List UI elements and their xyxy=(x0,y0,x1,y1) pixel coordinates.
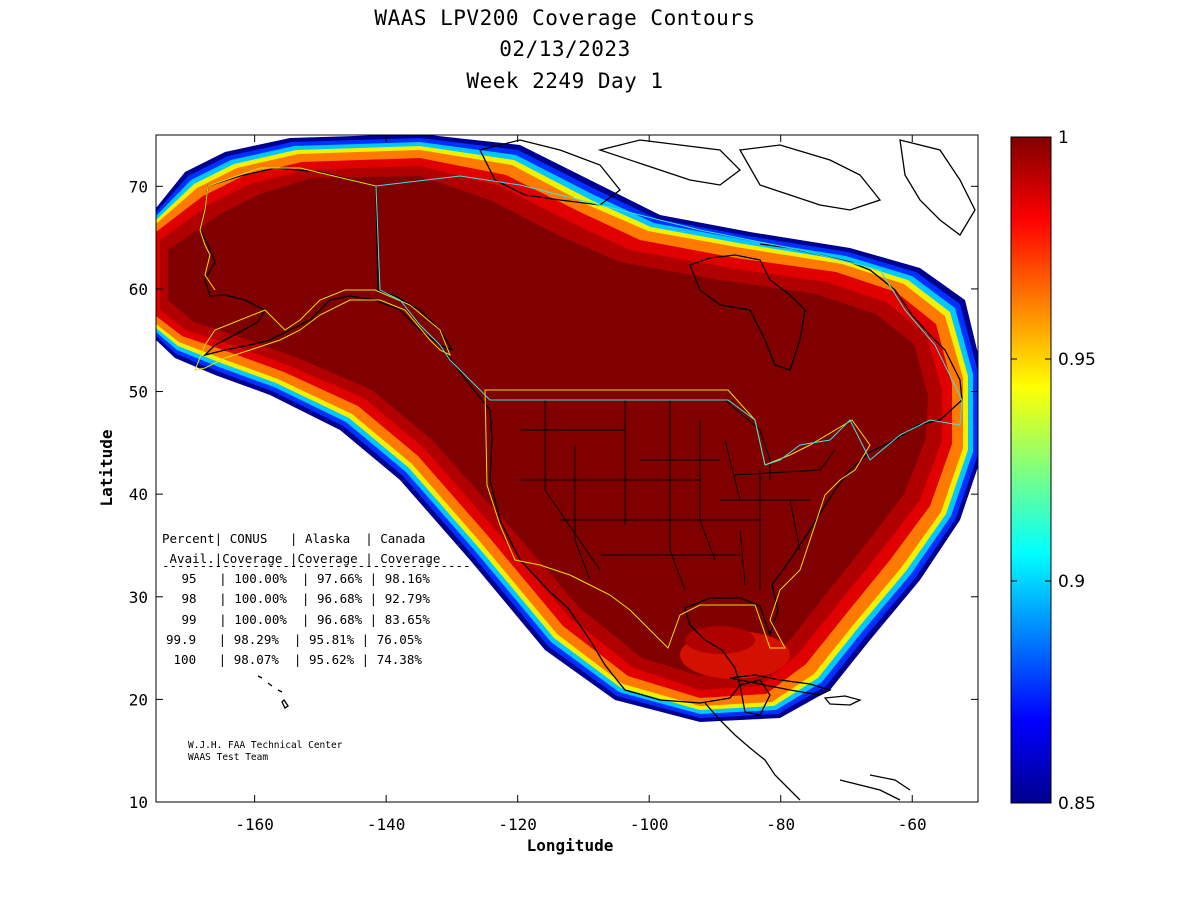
yucatan xyxy=(739,679,771,716)
cuba xyxy=(729,674,832,696)
x-tick-label: -60 xyxy=(898,815,927,834)
coverage-table: Percent| CONUS | Alaska | Canada Avail.|… xyxy=(162,531,471,667)
hawaii xyxy=(257,675,289,709)
x-axis-ticks: -160 -140 -120 -100 -80 -60 xyxy=(235,135,927,834)
alaska-boundary xyxy=(194,167,451,371)
table-row: 99.9 | 98.29% | 95.81% | 76.05% xyxy=(166,632,422,647)
table-row: 98 | 100.00% | 96.68% | 92.79% xyxy=(174,591,430,606)
table-header-1: Percent| CONUS | Alaska | Canada xyxy=(162,531,425,546)
y-tick-label: 70 xyxy=(129,177,148,196)
x-tick-label: -140 xyxy=(367,815,406,834)
y-tick-label: 60 xyxy=(129,280,148,299)
south-america xyxy=(839,774,911,801)
x-tick-label: -80 xyxy=(766,815,795,834)
colorbar-ticks: 0.85 0.9 0.95 1 xyxy=(1011,128,1096,814)
contour-max xyxy=(168,176,928,676)
hudson-bay xyxy=(689,254,806,371)
y-tick-label: 40 xyxy=(129,485,148,504)
colorbar xyxy=(1010,136,1052,804)
table-row: 100 | 98.07% | 95.62% | 74.38% xyxy=(166,652,422,667)
colorbar-tick-label: 0.95 xyxy=(1058,350,1096,370)
y-tick-label: 50 xyxy=(129,383,148,402)
colorbar-tick-label: 0.9 xyxy=(1058,572,1085,592)
x-tick-label: -120 xyxy=(498,815,537,834)
table-row: 99 | 100.00% | 96.68% | 83.65% xyxy=(174,612,430,627)
y-tick-label: 30 xyxy=(129,588,148,607)
table-header-2: Avail.|Coverage |Coverage | Coverage xyxy=(162,551,440,566)
y-axis-label: Latitude xyxy=(97,429,116,506)
y-tick-label: 20 xyxy=(129,690,148,709)
coastlines xyxy=(199,139,976,801)
hispaniola xyxy=(823,695,862,706)
canada-boundary xyxy=(375,175,963,466)
central-america xyxy=(704,702,801,801)
chart-date: 02/13/2023 xyxy=(499,37,631,61)
plot-frame xyxy=(155,134,979,803)
x-tick-label: -100 xyxy=(630,815,669,834)
y-axis-ticks: 10 20 30 40 50 60 70 xyxy=(129,177,978,812)
west-coast xyxy=(439,243,963,704)
credit-line-2: WAAS Test Team xyxy=(188,752,268,763)
table-separator: ----------------------------------------… xyxy=(162,558,471,573)
x-axis-label: Longitude xyxy=(527,836,614,855)
table-row: 95 | 100.00% | 97.66% | 98.16% xyxy=(174,571,430,586)
chart-title: WAAS LPV200 Coverage Contours xyxy=(374,6,756,30)
conus-boundary xyxy=(484,389,871,649)
x-tick-label: -160 xyxy=(235,815,274,834)
colorbar-tick-label: 0.85 xyxy=(1058,794,1096,814)
credit-line-1: W.J.H. FAA Technical Center xyxy=(188,740,343,751)
chart-week: Week 2249 Day 1 xyxy=(466,69,664,93)
arctic-islands xyxy=(479,139,976,236)
contour-gulf-pocket-inner xyxy=(685,626,755,654)
alaska-coast xyxy=(199,167,454,357)
colorbar-tick-label: 1 xyxy=(1058,128,1069,148)
y-tick-label: 10 xyxy=(129,793,148,812)
service-boundaries xyxy=(194,167,963,649)
